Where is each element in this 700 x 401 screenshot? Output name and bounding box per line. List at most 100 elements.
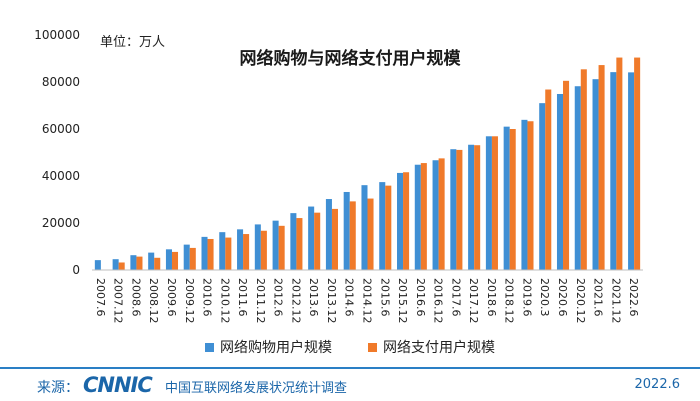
bar-shopping [130,255,137,270]
x-tick-label: 2008.12 [147,278,160,324]
legend: 网络购物用户规模 网络支付用户规模 [0,337,700,357]
bar-shopping [539,103,546,271]
bar-payment [314,212,321,270]
bar-payment [634,57,641,271]
y-tick-label: 20000 [42,216,80,230]
bar-payment [296,218,303,270]
footer: 来源： CNNIC 中国互联网络发展状况统计调查 2022.6 [0,372,700,401]
x-tick-label: 2018.6 [485,278,498,317]
bar-shopping [485,136,492,270]
x-tick-label: 2012.12 [289,278,302,324]
x-tick-label: 2007.6 [94,278,107,317]
bar-payment [189,247,196,270]
bar-shopping [219,232,226,270]
bar-shopping [201,236,208,270]
bar-shopping [290,213,297,270]
x-tick-label: 2021.6 [592,278,605,317]
brand-logo: CNNIC [83,373,153,397]
bar-shopping [468,144,475,270]
bar-shopping [432,160,439,270]
legend-label-payment: 网络支付用户规模 [383,340,495,356]
bar-shopping [610,72,617,270]
x-tick-label: 2022.6 [627,278,640,317]
legend-swatch-payment [368,342,377,352]
bar-shopping [574,86,581,270]
bar-shopping [397,172,404,270]
bar-payment [491,136,498,270]
x-tick-label: 2014.6 [343,278,356,317]
legend-swatch-shopping [205,342,214,352]
bar-shopping [556,93,564,271]
legend-item-payment: 网络支付用户规模 [368,337,495,357]
bar-payment [527,121,534,270]
x-tick-label: 2011.6 [236,278,249,317]
bar-shopping [308,206,315,270]
bars [94,57,641,271]
bar-payment [207,238,214,270]
y-tick-label: 0 [72,263,80,277]
bar-shopping [592,79,599,271]
bar-payment [456,149,463,270]
x-axis: 2007.6 2007.12 2008.6 2008.12 2009.6 2009.12 2… [92,269,643,324]
report-date: 2022.6 [634,377,681,392]
bar-shopping [628,72,635,271]
bar-shopping [361,185,368,270]
bar-payment [598,65,605,270]
bar-payment [474,145,481,270]
bar-payment [420,163,427,270]
bar-payment [580,69,587,270]
x-tick-label: 2015.12 [396,278,409,324]
x-tick-label: 2018.12 [503,278,516,324]
bar-shopping [521,119,528,270]
x-tick-label: 2009.6 [165,278,178,317]
source-label: 来源： [37,380,79,396]
bar-payment [260,230,267,270]
bar-shopping [325,199,332,270]
bar-shopping [112,259,119,270]
bar-payment [545,89,552,271]
bar-payment [349,201,356,270]
bar-payment [154,257,161,270]
x-tick-label: 2019.6 [520,278,533,317]
x-tick-label: 2021.12 [609,278,622,324]
x-tick-label: 2017.12 [467,278,480,324]
bar-payment [403,172,410,270]
bar-payment [616,57,623,271]
bar-payment [171,251,179,270]
chart-title: 网络购物与网络支付用户规模 [239,49,461,69]
bar-payment [118,262,125,270]
bar-payment [243,234,250,270]
bar-shopping [94,260,101,270]
bar-shopping [379,182,386,270]
x-tick-label: 2008.6 [129,278,142,317]
x-tick-label: 2020.6 [556,278,569,317]
bar-shopping [148,252,155,270]
x-tick-label: 2010.12 [218,278,231,324]
report-name: 中国互联网络发展状况统计调查 [165,381,348,396]
bar-payment [438,158,445,271]
bar-payment [563,80,570,270]
bar-payment [278,225,285,270]
x-tick-label: 2013.6 [307,278,320,317]
x-tick-label: 2010.6 [201,278,214,317]
x-tick-label: 2013.12 [325,278,338,324]
bar-shopping [414,164,421,270]
x-tick-label: 2017.6 [449,278,462,317]
x-tick-label: 2016.12 [432,278,445,324]
bar-payment [385,185,392,270]
x-tick-label: 2020.3 [538,278,551,317]
bar-shopping [343,191,350,270]
bar-shopping [503,126,510,271]
x-tick-label: 2011.12 [254,278,267,324]
bar-payment [367,198,374,270]
x-tick-label: 2016.6 [414,278,427,317]
x-tick-label: 2014.12 [361,278,374,324]
bar-payment [136,256,143,270]
bar-payment [509,129,516,270]
bar-payment [331,208,338,270]
bar-shopping [165,249,172,270]
bar-shopping [237,229,244,270]
bar-shopping [183,244,190,270]
